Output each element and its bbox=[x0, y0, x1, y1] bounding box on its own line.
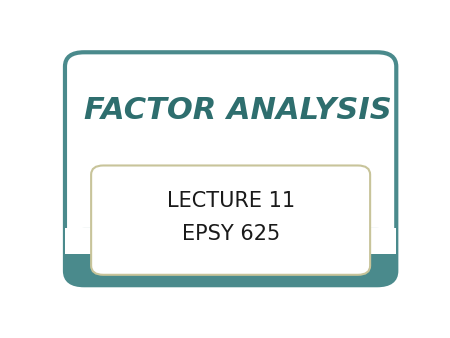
Bar bbox=[65, 228, 396, 254]
FancyBboxPatch shape bbox=[91, 166, 370, 275]
Text: LECTURE 11: LECTURE 11 bbox=[166, 191, 295, 211]
FancyBboxPatch shape bbox=[65, 52, 396, 285]
Text: FACTOR ANALYSIS: FACTOR ANALYSIS bbox=[84, 96, 392, 125]
Text: EPSY 625: EPSY 625 bbox=[181, 224, 280, 244]
FancyBboxPatch shape bbox=[65, 228, 396, 285]
